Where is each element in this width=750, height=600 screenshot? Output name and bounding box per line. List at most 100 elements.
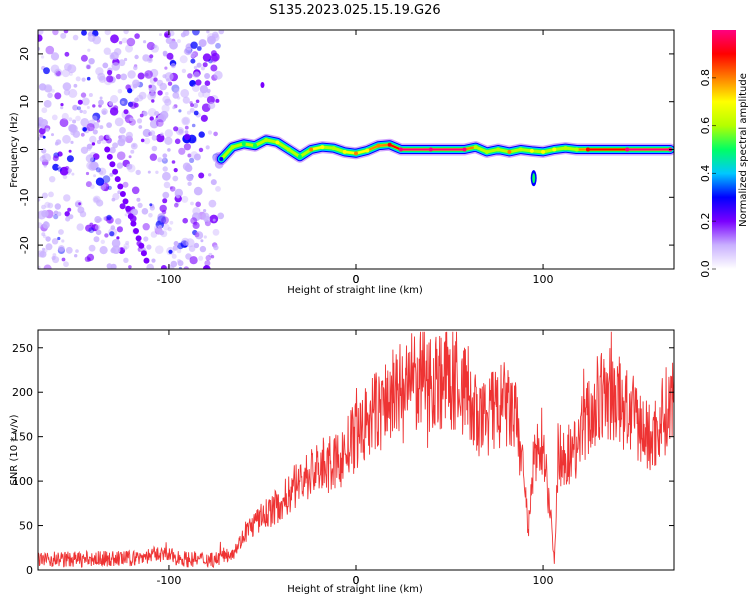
spectrogram-y-tick-label: 20 bbox=[18, 47, 31, 61]
noise-speckle bbox=[193, 71, 200, 78]
noise-speckle bbox=[212, 218, 216, 222]
noise-speckle bbox=[41, 107, 48, 114]
noise-speckle bbox=[38, 222, 43, 229]
noise-speckle bbox=[43, 84, 53, 93]
noise-speckle bbox=[114, 117, 124, 127]
noise-speckle bbox=[43, 264, 52, 269]
noise-speckle bbox=[198, 172, 205, 179]
noise-speckle bbox=[192, 30, 200, 36]
noise-speckle bbox=[57, 165, 61, 169]
noise-speckle bbox=[138, 125, 143, 129]
noise-speckle bbox=[155, 170, 159, 174]
noise-speckle bbox=[164, 136, 173, 145]
noise-speckle bbox=[63, 194, 71, 202]
noise-speckle bbox=[50, 52, 60, 61]
noise-speckle bbox=[193, 110, 199, 116]
noise-speckle bbox=[146, 263, 154, 269]
noise-speckle bbox=[190, 58, 196, 64]
noise-speckle bbox=[38, 265, 41, 269]
noise-speckle bbox=[182, 117, 189, 125]
noise-streak bbox=[112, 168, 119, 175]
noise-speckle bbox=[72, 104, 78, 111]
noise-speckle bbox=[128, 155, 132, 159]
noise-speckle bbox=[51, 89, 55, 93]
noise-speckle bbox=[210, 255, 215, 259]
noise-speckle bbox=[202, 265, 211, 269]
noise-speckle bbox=[162, 95, 171, 104]
noise-speckle bbox=[68, 214, 74, 220]
noise-speckle bbox=[63, 30, 69, 34]
noise-speckle bbox=[206, 88, 211, 93]
noise-speckle bbox=[189, 256, 198, 265]
spectrogram-y-tick-label: 0 bbox=[18, 146, 31, 153]
spectrogram-y-label: Frequency (Hz) bbox=[9, 112, 20, 188]
noise-speckle bbox=[59, 166, 69, 176]
noise-speckle bbox=[174, 138, 181, 145]
noise-speckle bbox=[55, 139, 62, 145]
noise-speckle bbox=[137, 72, 145, 80]
noise-speckle bbox=[95, 177, 105, 186]
snr-x-tick-label: 100 bbox=[533, 574, 554, 587]
noise-speckle bbox=[136, 94, 144, 102]
noise-speckle bbox=[92, 104, 96, 108]
noise-speckle bbox=[173, 87, 180, 94]
noise-speckle bbox=[61, 69, 70, 78]
noise-speckle bbox=[210, 64, 218, 72]
noise-speckle bbox=[151, 99, 155, 103]
noise-speckle bbox=[195, 99, 200, 104]
noise-speckle bbox=[92, 112, 101, 121]
noise-speckle bbox=[61, 239, 65, 243]
snr-y-tick-label: 0 bbox=[26, 564, 33, 577]
noise-speckle bbox=[196, 46, 202, 51]
noise-speckle bbox=[106, 122, 112, 128]
noise-speckle bbox=[190, 52, 196, 58]
noise-speckle bbox=[109, 147, 116, 154]
noise-speckle bbox=[104, 233, 109, 238]
noise-speckle bbox=[117, 138, 126, 147]
noise-speckle bbox=[159, 82, 167, 91]
signal-point bbox=[264, 137, 269, 142]
noise-speckle bbox=[77, 99, 83, 105]
noise-speckle bbox=[86, 253, 95, 261]
noise-speckle bbox=[195, 79, 202, 86]
snr-y-tick-label: 250 bbox=[12, 342, 33, 355]
noise-speckle bbox=[207, 35, 216, 45]
noise-speckle bbox=[72, 34, 79, 41]
noise-speckle bbox=[190, 201, 194, 206]
noise-speckle bbox=[203, 209, 207, 213]
snr-x-label: Height of straight line (km) bbox=[287, 584, 423, 595]
noise-speckle bbox=[45, 45, 55, 55]
noise-speckle bbox=[89, 135, 97, 144]
noise-streak bbox=[127, 213, 134, 220]
noise-speckle bbox=[58, 245, 65, 252]
noise-speckle bbox=[122, 181, 129, 188]
noise-speckle bbox=[208, 199, 217, 208]
noise-speckle bbox=[162, 153, 168, 159]
noise-speckle bbox=[101, 108, 108, 115]
noise-speckle bbox=[41, 204, 46, 210]
noise-speckle bbox=[187, 153, 192, 158]
noise-speckle bbox=[165, 91, 169, 96]
noise-speckle bbox=[188, 174, 193, 179]
noise-speckle bbox=[164, 66, 168, 70]
noise-speckle bbox=[184, 125, 189, 130]
noise-speckle bbox=[119, 126, 126, 134]
spectrogram-y-tick-label: 10 bbox=[18, 95, 31, 109]
noise-speckle bbox=[73, 83, 78, 88]
noise-speckle bbox=[54, 92, 62, 100]
noise-speckle bbox=[41, 232, 46, 237]
noise-streak bbox=[106, 153, 113, 160]
noise-speckle bbox=[99, 125, 104, 130]
noise-speckle bbox=[148, 84, 152, 89]
signal-point bbox=[354, 151, 358, 156]
noise-speckle bbox=[155, 119, 164, 127]
noise-speckle bbox=[81, 97, 90, 106]
noise-speckle bbox=[181, 195, 189, 203]
noise-speckle bbox=[71, 172, 75, 176]
figure-title: S135.2023.025.15.19.G26 bbox=[269, 3, 440, 18]
spectrogram-x-label: Height of straight line (km) bbox=[287, 285, 423, 296]
noise-speckle bbox=[67, 168, 73, 173]
noise-speckle bbox=[94, 216, 102, 223]
colorbar-ramp bbox=[712, 30, 736, 269]
